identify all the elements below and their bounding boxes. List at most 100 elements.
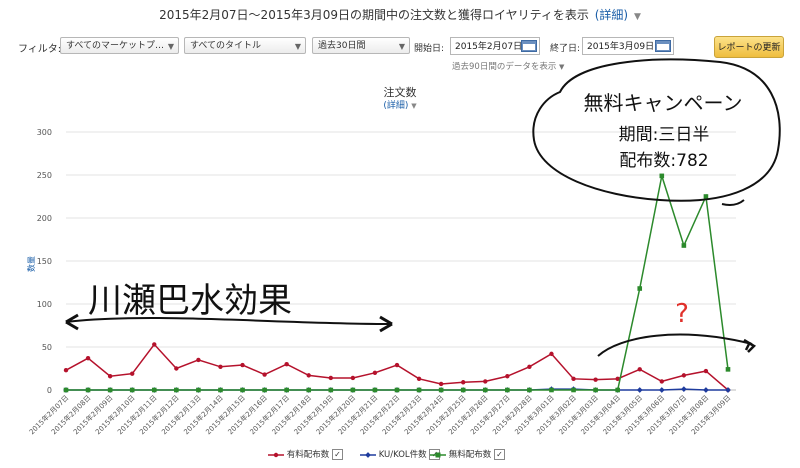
data-point bbox=[174, 366, 179, 371]
calendar-icon[interactable] bbox=[655, 40, 671, 52]
data-point bbox=[416, 376, 422, 382]
legend-item-paid[interactable]: 有料配布数 ✓ bbox=[268, 448, 343, 460]
title-select-value: すべてのタイトル bbox=[190, 41, 262, 51]
end-date-value: 2015年3月09日 bbox=[587, 42, 655, 52]
x-tick-labels: 2015年2月07日2015年2月08日2015年2月09日2015年2月10日… bbox=[27, 393, 732, 436]
data-point bbox=[218, 387, 223, 393]
data-point bbox=[659, 173, 665, 179]
data-point bbox=[328, 375, 333, 381]
data-point bbox=[505, 387, 510, 393]
legend-paid-label: 有料配布数 bbox=[286, 450, 330, 460]
annotation-right: 無料キャンペーン 期間:三日半 配布数:782 ? bbox=[532, 58, 781, 357]
end-date-field[interactable]: 2015年3月09日 bbox=[582, 37, 674, 55]
update-report-button[interactable]: レポートの更新 bbox=[714, 36, 784, 58]
x-tick-label: 2015年2月15日 bbox=[204, 393, 247, 436]
data-point bbox=[63, 387, 69, 393]
x-tick-label: 2015年2月22日 bbox=[358, 393, 401, 436]
bubble-tail-icon bbox=[721, 199, 745, 206]
data-point bbox=[527, 387, 532, 393]
past-data-link-text[interactable]: 過去90日間のデータを表示 bbox=[452, 62, 557, 72]
y-tick-label: 300 bbox=[37, 128, 52, 137]
x-tick-label: 2015年2月17日 bbox=[248, 393, 291, 436]
chart-detail-link[interactable]: (詳細) bbox=[383, 101, 409, 111]
data-point bbox=[284, 387, 289, 393]
x-tick-label: 2015年2月26日 bbox=[446, 393, 489, 436]
x-tick-label: 2015年2月10日 bbox=[93, 393, 136, 436]
calendar-icon[interactable] bbox=[521, 40, 537, 52]
campaign-count: 配布数:782 bbox=[619, 151, 708, 171]
data-point bbox=[394, 387, 400, 393]
data-point bbox=[681, 373, 687, 378]
x-tick-label: 2015年3月08日 bbox=[667, 393, 710, 436]
period-select[interactable]: 過去30日間 ▼ bbox=[312, 37, 410, 54]
legend-item-ku[interactable]: KU/KOL件数 ✓ bbox=[360, 448, 441, 460]
x-tick-label: 2015年2月19日 bbox=[292, 393, 335, 436]
page-title: 2015年2月07日～2015年3月09日の期間中の注文数と獲得ロイヤリティを表… bbox=[0, 6, 800, 23]
data-point bbox=[438, 387, 444, 393]
data-point bbox=[571, 376, 576, 382]
x-tick-label: 2015年3月02日 bbox=[535, 393, 578, 436]
y-tick-label: 0 bbox=[47, 386, 52, 395]
page-title-text: 2015年2月07日～2015年3月09日の期間中の注文数と獲得ロイヤリティを表… bbox=[159, 8, 589, 22]
legend-paid-checkbox[interactable]: ✓ bbox=[331, 449, 343, 460]
data-point bbox=[240, 362, 245, 368]
y-tick-label: 100 bbox=[37, 300, 52, 309]
legend-free-label: 無料配布数 bbox=[448, 450, 492, 460]
x-tick-label: 2015年3月06日 bbox=[623, 393, 666, 436]
start-date-value: 2015年2月07日 bbox=[455, 42, 523, 52]
marketplace-select-value: すべてのマーケットプ… bbox=[66, 41, 165, 51]
legend-item-free[interactable]: 無料配布数 ✓ bbox=[430, 448, 505, 460]
arrow-head-icon bbox=[743, 338, 757, 353]
data-point bbox=[328, 387, 334, 393]
x-tick-label: 2015年3月01日 bbox=[513, 393, 556, 436]
start-date-field[interactable]: 2015年2月07日 bbox=[450, 37, 540, 55]
x-tick-label: 2015年2月23日 bbox=[380, 393, 423, 436]
data-point bbox=[637, 286, 643, 291]
y-axis-label: 数量 bbox=[26, 256, 36, 272]
data-point bbox=[152, 342, 157, 347]
data-point bbox=[482, 387, 488, 393]
data-point bbox=[593, 387, 598, 393]
speech-bubble-icon bbox=[532, 58, 781, 202]
data-point bbox=[262, 387, 267, 393]
legend-free-checkbox[interactable]: ✓ bbox=[493, 449, 505, 460]
data-point bbox=[394, 362, 400, 368]
chart-title: 注文数 bbox=[383, 86, 417, 99]
chevron-down-icon[interactable]: ▼ bbox=[633, 12, 641, 22]
y-tick-label: 250 bbox=[37, 171, 52, 180]
chevron-down-icon: ▼ bbox=[398, 42, 405, 51]
x-tick-label: 2015年2月24日 bbox=[402, 393, 445, 436]
y-tick-label: 200 bbox=[37, 214, 52, 223]
chart-grid bbox=[66, 131, 736, 391]
data-point bbox=[350, 387, 356, 393]
x-tick-label: 2015年3月05日 bbox=[601, 393, 644, 436]
data-point bbox=[85, 355, 91, 361]
data-point bbox=[196, 357, 201, 363]
past-data-link[interactable]: 過去90日間のデータを表示 ▼ bbox=[452, 60, 564, 72]
x-tick-label: 2015年2月13日 bbox=[160, 393, 203, 436]
data-point bbox=[196, 387, 201, 393]
detail-link[interactable]: (詳細) bbox=[594, 8, 629, 22]
legend-line-icon bbox=[360, 451, 376, 458]
chart-detail[interactable]: (詳細) ▼ bbox=[0, 98, 800, 111]
data-point bbox=[725, 367, 731, 372]
data-point bbox=[262, 372, 267, 377]
data-point bbox=[637, 367, 642, 372]
data-point bbox=[636, 387, 643, 393]
x-tick-label: 2015年3月04日 bbox=[579, 393, 622, 436]
title-select[interactable]: すべてのタイトル ▼ bbox=[184, 37, 306, 54]
data-point bbox=[681, 386, 687, 392]
data-point bbox=[703, 194, 709, 199]
arrow-head-right-icon bbox=[379, 315, 393, 333]
legend-ku-label: KU/KOL件数 bbox=[378, 450, 427, 460]
marketplace-select[interactable]: すべてのマーケットプ… ▼ bbox=[60, 37, 179, 54]
data-point bbox=[151, 387, 157, 393]
x-tick-label: 2015年2月14日 bbox=[182, 393, 225, 436]
x-tick-label: 2015年2月21日 bbox=[336, 393, 379, 436]
campaign-period: 期間:三日半 bbox=[619, 125, 710, 145]
legend-line-icon bbox=[430, 452, 446, 457]
data-point bbox=[615, 387, 620, 393]
question-mark: ? bbox=[675, 299, 689, 329]
data-point bbox=[549, 351, 554, 357]
data-point bbox=[306, 373, 311, 378]
